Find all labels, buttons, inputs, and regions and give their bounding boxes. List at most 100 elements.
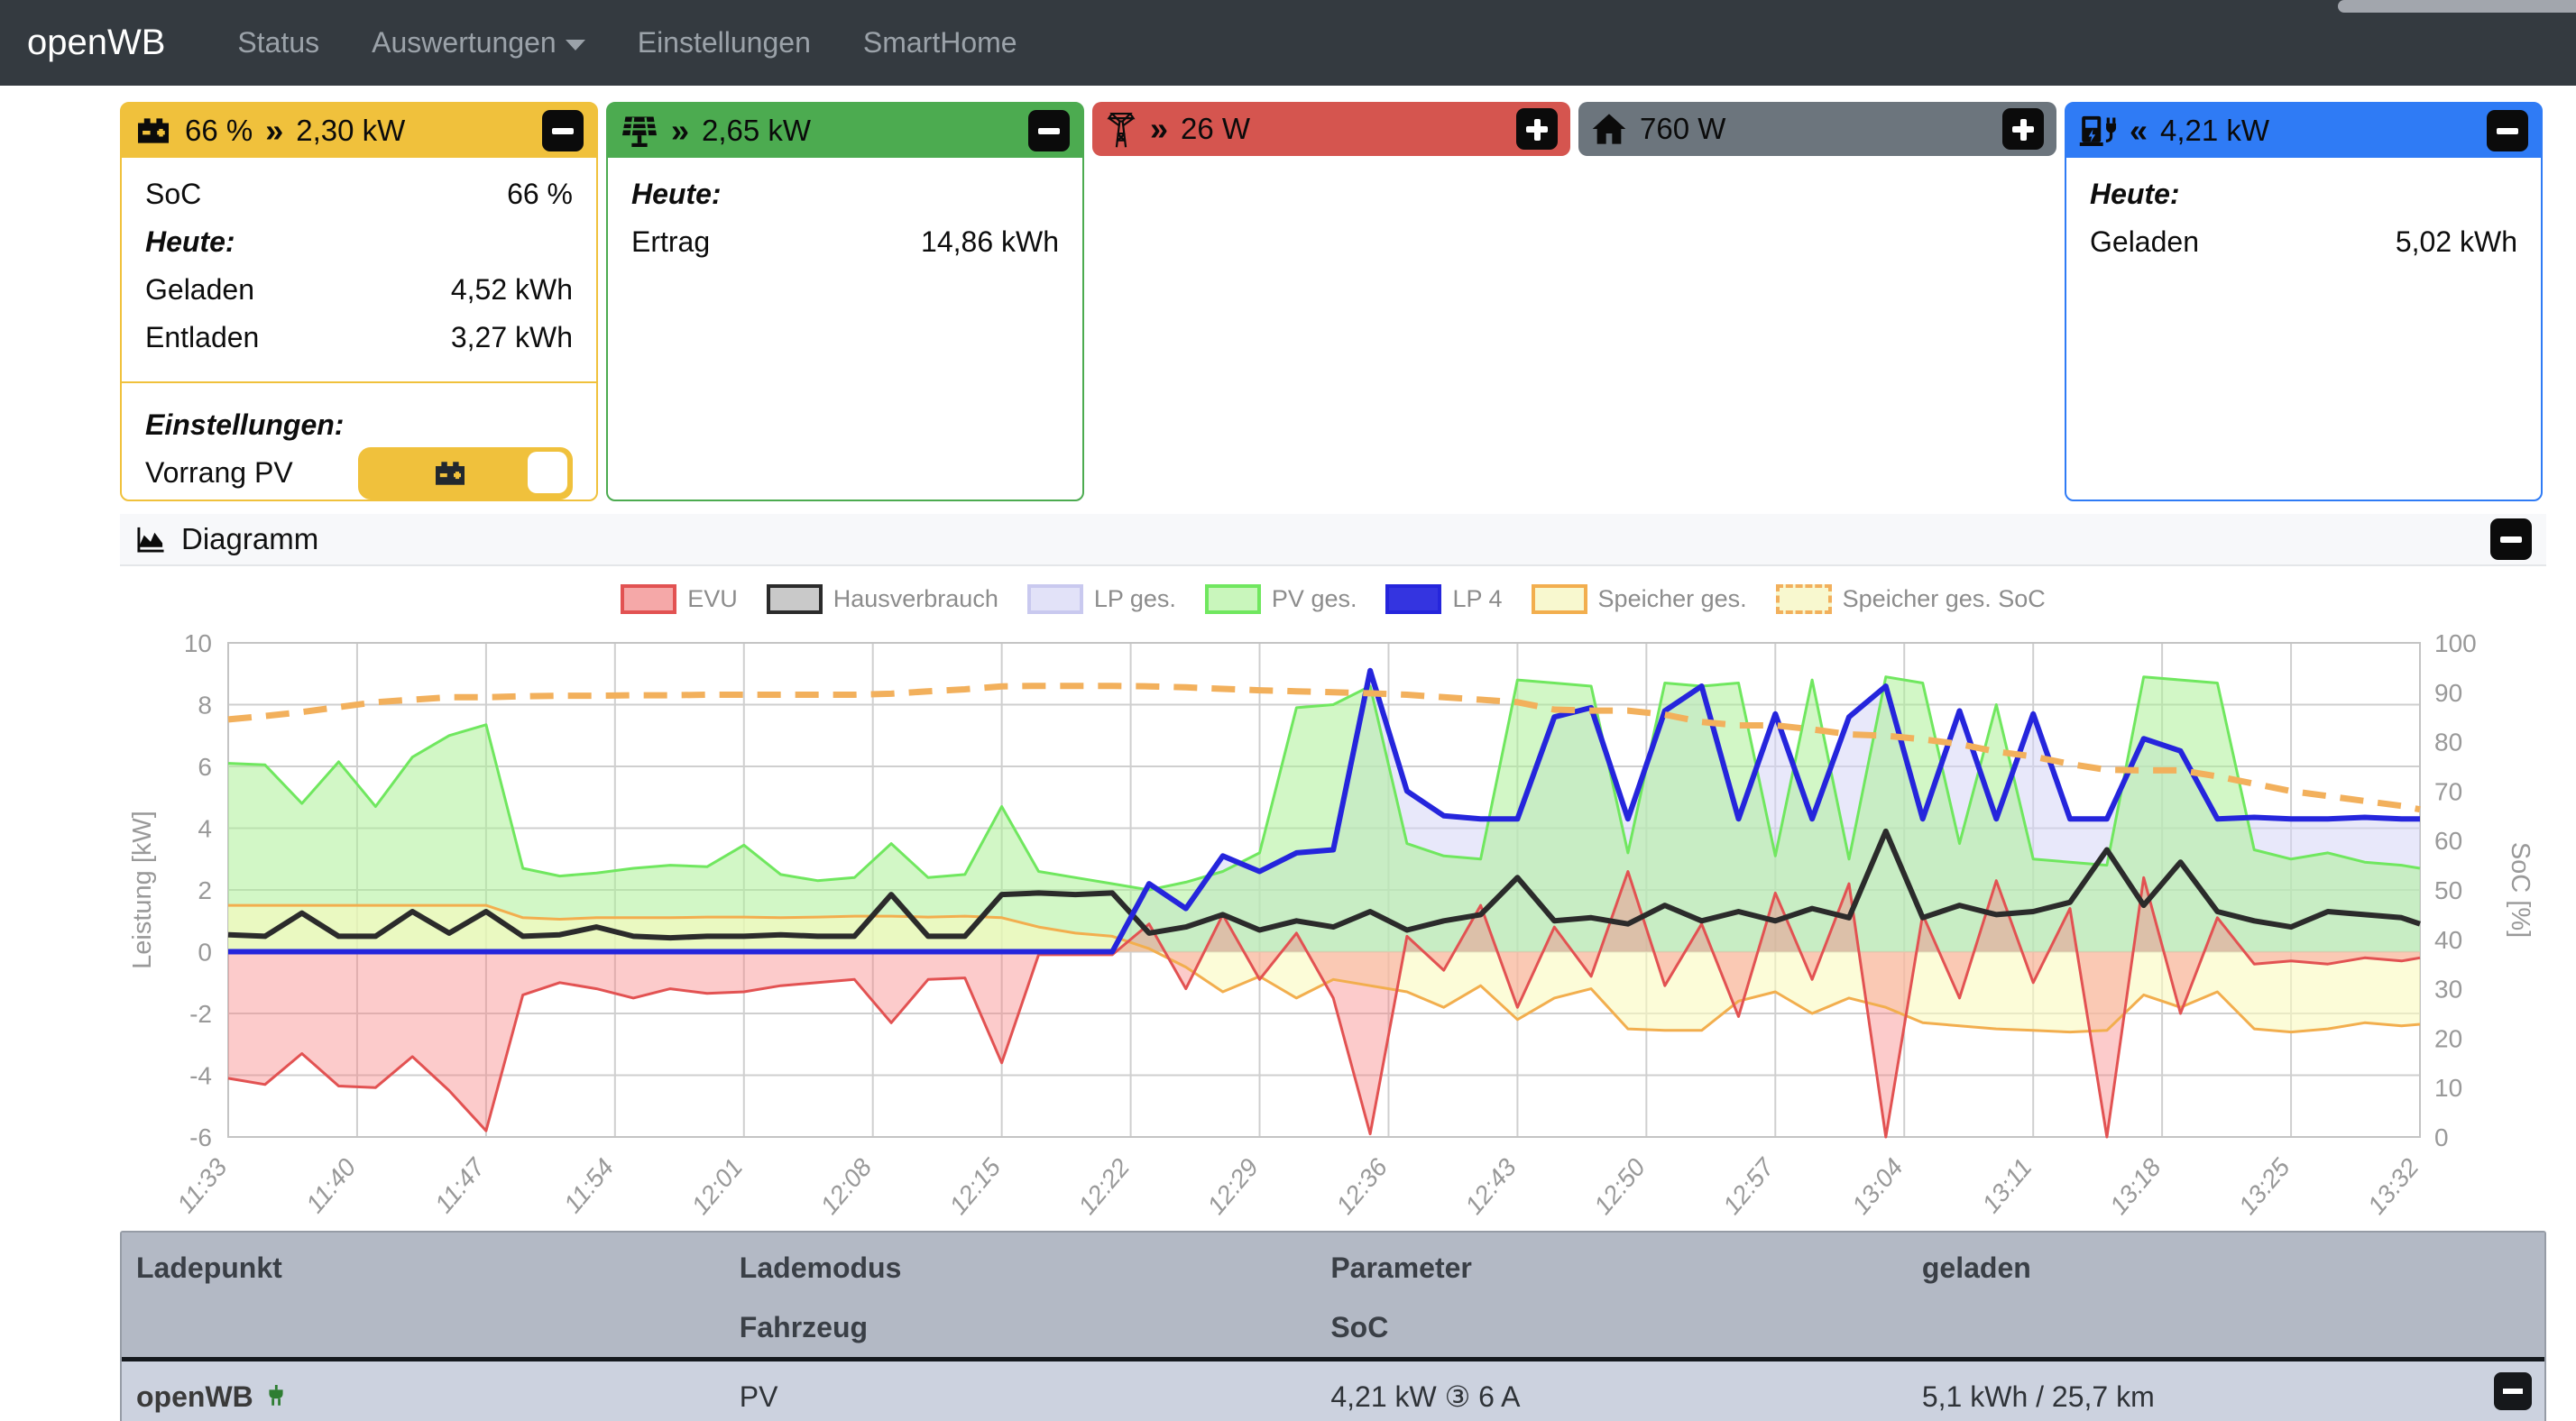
car-battery-icon — [432, 459, 468, 488]
pv-power-value: 2,65 kW — [702, 114, 811, 148]
grid-card-expand-button[interactable] — [1516, 108, 1558, 150]
pv-yield-value: 14,86 kWh — [921, 225, 1059, 259]
transmission-tower-icon — [1105, 109, 1137, 149]
table-row[interactable]: openWB PV Standard-Fahrzeug 4,21 kW ③ 6 … — [122, 1357, 2544, 1421]
legend-swatch — [1205, 584, 1261, 614]
battery-card-collapse-button[interactable] — [542, 110, 584, 151]
svg-text:13:18: 13:18 — [2104, 1153, 2167, 1217]
house-card-expand-button[interactable] — [2002, 108, 2044, 150]
legend-swatch — [767, 584, 823, 614]
svg-text:13:32: 13:32 — [2362, 1153, 2424, 1217]
battery-soc-label: SoC — [145, 178, 201, 211]
svg-text:13:04: 13:04 — [1846, 1153, 1909, 1217]
chargepoint-power-value: 4,21 kW — [2160, 114, 2269, 148]
house-card-header: 760 W — [1578, 102, 2056, 156]
svg-text:12:57: 12:57 — [1717, 1152, 1780, 1217]
chargepoint-card-header: « 4,21 kW — [2066, 104, 2541, 158]
legend-swatch — [1776, 584, 1832, 614]
pv-card: » 2,65 kW Heute: Ertrag 14,86 kWh — [606, 102, 1084, 501]
legend-item[interactable]: LP ges. — [1027, 584, 1176, 614]
legend-item[interactable]: PV ges. — [1205, 584, 1357, 614]
grid-card: » 26 W — [1092, 102, 1570, 156]
nav-item-status[interactable]: Status — [237, 26, 319, 60]
svg-text:11:47: 11:47 — [429, 1152, 491, 1217]
nav-item-auswertungen[interactable]: Auswertungen — [372, 26, 585, 60]
svg-text:Leistung [kW]: Leistung [kW] — [128, 811, 157, 969]
svg-text:0: 0 — [2434, 1123, 2449, 1151]
house-power-value: 760 W — [1640, 112, 1725, 146]
legend-item[interactable]: LP 4 — [1385, 584, 1502, 614]
house-card: 760 W — [1578, 102, 2056, 156]
brand-logo[interactable]: openWB — [27, 23, 165, 63]
svg-text:13:11: 13:11 — [1976, 1153, 2037, 1217]
legend-swatch — [1385, 584, 1441, 614]
legend-swatch — [1532, 584, 1587, 614]
legend-label: Speicher ges. SoC — [1843, 585, 2046, 613]
svg-text:0: 0 — [198, 939, 212, 967]
navbar: openWB Status Auswertungen Einstellungen… — [0, 0, 2576, 86]
chargepoint-card-body: Heute: Geladen5,02 kWh — [2066, 158, 2541, 266]
svg-text:-6: -6 — [189, 1123, 212, 1151]
scrollbar-thumb[interactable] — [2338, 0, 2576, 13]
legend-item[interactable]: EVU — [621, 584, 738, 614]
svg-text:10: 10 — [184, 629, 212, 657]
pv-yield-label: Ertrag — [631, 225, 710, 259]
chargepoint-card-collapse-button[interactable] — [2487, 110, 2528, 151]
chart-canvas[interactable]: 1086420-2-4-6100908070605040302010011:33… — [120, 618, 2546, 1217]
legend-label: EVU — [687, 585, 738, 613]
svg-text:8: 8 — [198, 692, 212, 720]
chargepoint-today-heading: Heute: — [2090, 170, 2517, 218]
chart: 1086420-2-4-6100908070605040302010011:33… — [120, 618, 2546, 1222]
legend-label: LP 4 — [1452, 585, 1502, 613]
nav-item-smarthome[interactable]: SmartHome — [863, 26, 1017, 60]
pv-card-body: Heute: Ertrag 14,86 kWh — [608, 158, 1082, 266]
svg-text:11:33: 11:33 — [171, 1153, 233, 1217]
legend-item[interactable]: Speicher ges. — [1532, 584, 1747, 614]
svg-text:100: 100 — [2434, 629, 2477, 657]
svg-text:70: 70 — [2434, 777, 2462, 805]
legend-label: Hausverbrauch — [833, 585, 998, 613]
battery-charged-value: 4,52 kWh — [451, 273, 573, 307]
chargepoint-name: openWB — [136, 1380, 253, 1414]
pv-card-header: » 2,65 kW — [608, 104, 1082, 158]
svg-text:SoC [%]: SoC [%] — [2506, 842, 2535, 938]
battery-card-body: SoC66 % Heute: Geladen4,52 kWh Entladen3… — [122, 158, 596, 497]
diagram-collapse-button[interactable] — [2490, 518, 2532, 560]
chargepoint-table: Ladepunkt Lademodus Fahrzeug Parameter S… — [120, 1231, 2546, 1421]
flow-right-icon: » — [671, 115, 689, 147]
header-soc: SoC — [1330, 1306, 1922, 1348]
svg-text:13:25: 13:25 — [2233, 1153, 2295, 1217]
svg-text:12:50: 12:50 — [1588, 1153, 1651, 1217]
svg-text:-2: -2 — [189, 1000, 212, 1028]
header-geladen: geladen — [1922, 1245, 2530, 1290]
flow-right-icon: » — [1150, 113, 1168, 145]
header-ladepunkt: Ladepunkt — [136, 1245, 740, 1290]
battery-discharged-label: Entladen — [145, 321, 259, 354]
diagram-title: Diagramm — [181, 522, 318, 556]
row-parameter: 4,21 kW ③ 6 A — [1330, 1374, 1922, 1419]
priority-pv-toggle[interactable] — [358, 447, 573, 500]
status-cards-row: 66 % » 2,30 kW SoC66 % Heute: Geladen4,5… — [120, 102, 2546, 501]
legend-swatch — [1027, 584, 1083, 614]
svg-text:60: 60 — [2434, 827, 2462, 855]
chevron-down-icon — [566, 40, 585, 50]
legend-label: PV ges. — [1272, 585, 1357, 613]
flow-left-icon: « — [2130, 115, 2148, 147]
nav-links: Status Auswertungen Einstellungen SmartH… — [237, 26, 1017, 60]
legend-item[interactable]: Speicher ges. SoC — [1776, 584, 2046, 614]
header-parameter: Parameter — [1330, 1245, 1922, 1290]
toggle-knob — [528, 452, 567, 493]
diagram-header: Diagramm — [120, 514, 2546, 566]
pv-today-heading: Heute: — [631, 170, 1059, 218]
plug-icon — [264, 1383, 288, 1410]
svg-text:10: 10 — [2434, 1074, 2462, 1102]
legend-label: Speicher ges. — [1598, 585, 1747, 613]
pv-card-collapse-button[interactable] — [1028, 110, 1070, 151]
row-geladen: 5,1 kWh / 25,7 km — [1922, 1374, 2530, 1419]
legend-item[interactable]: Hausverbrauch — [767, 584, 998, 614]
row-lademodus: PV — [740, 1374, 1331, 1419]
nav-item-einstellungen[interactable]: Einstellungen — [638, 26, 811, 60]
battery-discharged-value: 3,27 kWh — [451, 321, 573, 354]
svg-text:6: 6 — [198, 753, 212, 781]
row-collapse-button[interactable] — [2494, 1372, 2532, 1410]
